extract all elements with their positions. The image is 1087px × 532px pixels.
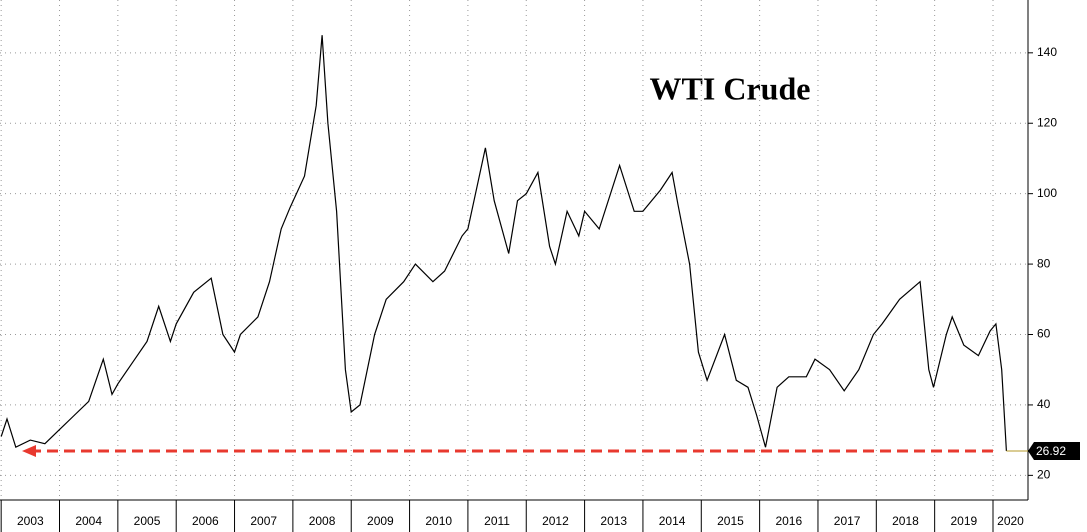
x-tick-label: 2011: [484, 514, 510, 528]
y-tick-label: 20: [1037, 468, 1051, 482]
last-value-box: [1028, 441, 1080, 460]
y-tick-label: 120: [1037, 115, 1057, 129]
x-tick-label: 2010: [425, 514, 452, 528]
x-tick-label: 2004: [75, 514, 102, 528]
y-tick-label: 80: [1037, 256, 1051, 270]
x-tick-label: 2006: [192, 514, 219, 528]
x-tick-label: 2017: [834, 514, 861, 528]
price-line: [0, 35, 1007, 452]
x-tick-label: 2016: [775, 514, 802, 528]
y-tick-label: 40: [1037, 397, 1051, 411]
reference-arrow: [22, 444, 36, 457]
x-tick-label: 2005: [134, 514, 161, 528]
y-tick-label: 100: [1037, 186, 1057, 200]
x-tick-label: 2018: [892, 514, 919, 528]
x-tick-label: 2014: [659, 514, 686, 528]
x-tick-label: 2008: [309, 514, 336, 528]
chart-title: WTI Crude: [650, 70, 811, 106]
x-tick-label: 2019: [950, 514, 977, 528]
x-tick-label: 2015: [717, 514, 744, 528]
x-tick-label: 2013: [600, 514, 627, 528]
x-tick-label: 2009: [367, 514, 394, 528]
x-tick-label: 2003: [17, 514, 44, 528]
x-tick-label: 2020: [997, 514, 1024, 528]
x-tick-label: 2012: [542, 514, 569, 528]
y-tick-label: 140: [1037, 45, 1057, 59]
y-tick-label: 60: [1037, 327, 1051, 341]
last-value-label: 26.92: [1036, 444, 1066, 458]
x-tick-label: 2007: [250, 514, 277, 528]
